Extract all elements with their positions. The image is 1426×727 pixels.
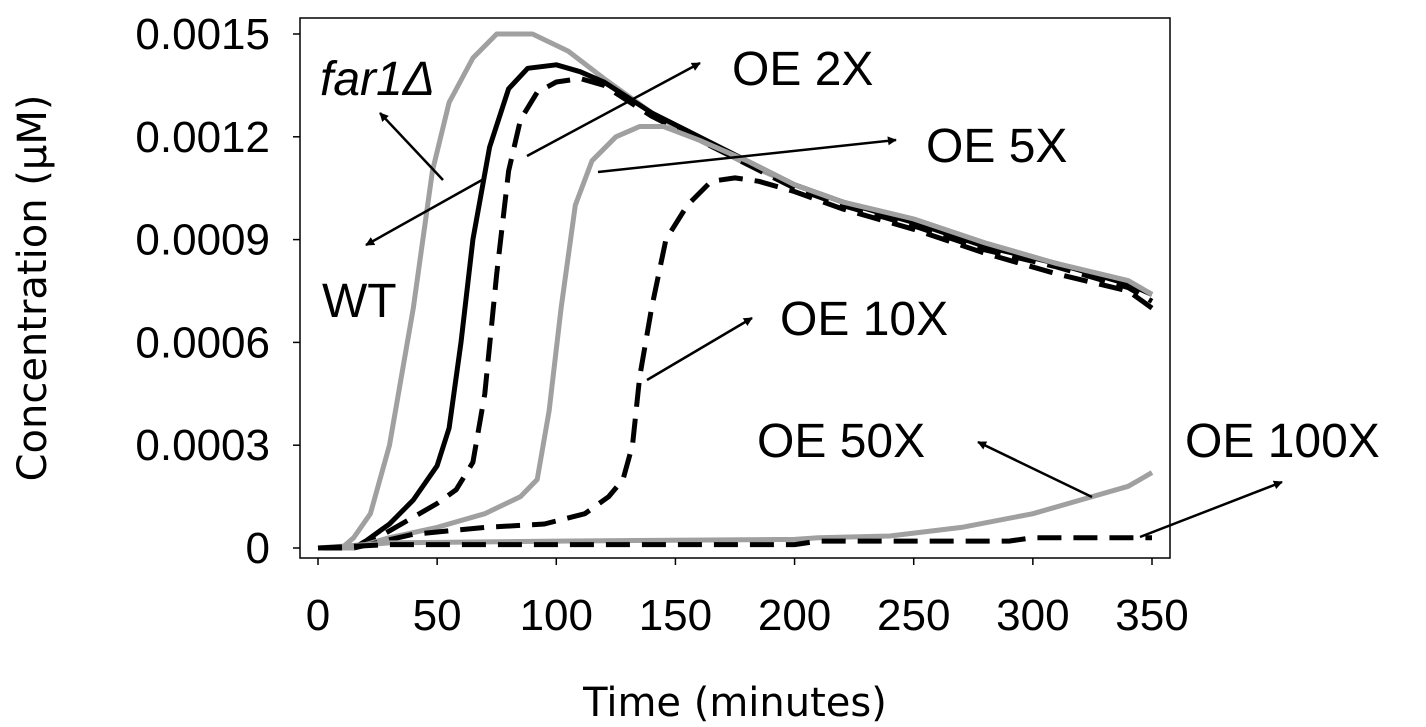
annotation-suffix: Δ bbox=[402, 53, 435, 106]
annotation-label: OE 100X bbox=[1185, 415, 1380, 468]
annotation-arrow bbox=[1139, 480, 1283, 539]
annotation-text: OE 50X bbox=[757, 415, 925, 468]
annotation-arrow bbox=[379, 112, 444, 181]
y-tick-label: 0.0009 bbox=[135, 216, 270, 265]
x-tick-label: 50 bbox=[413, 591, 462, 640]
annotation-label: WT bbox=[322, 275, 397, 328]
annotation-text: OE 5X bbox=[926, 120, 1067, 173]
x-tick-label: 0 bbox=[306, 591, 330, 640]
series-line-3 bbox=[318, 124, 1154, 551]
series-line-1 bbox=[318, 62, 1153, 551]
annotation-arrow bbox=[977, 440, 1093, 499]
y-tick-label: 0.0006 bbox=[135, 318, 270, 367]
x-axis-ticks: 0 50 100 150 200 250 300 350 bbox=[306, 558, 1189, 640]
x-tick-label: 350 bbox=[1115, 591, 1188, 640]
annotation-text: OE 100X bbox=[1185, 415, 1380, 468]
annotation-arrow bbox=[597, 136, 897, 174]
y-tick-label: 0.0012 bbox=[135, 113, 270, 162]
annotation-text: WT bbox=[322, 275, 397, 328]
y-tick-label: 0 bbox=[246, 524, 270, 573]
annotation-label: far1Δ bbox=[320, 53, 435, 106]
x-tick-label: 200 bbox=[758, 591, 831, 640]
annotation-text: far1 bbox=[320, 53, 403, 106]
y-tick-label: 0.0003 bbox=[135, 421, 270, 470]
annotation-text: OE 2X bbox=[732, 43, 873, 96]
series-layer bbox=[317, 31, 1154, 551]
y-tick-label: 0.0015 bbox=[135, 10, 270, 59]
annotation-arrow bbox=[365, 178, 483, 247]
x-tick-label: 250 bbox=[877, 591, 950, 640]
annotation-layer: far1Δ WT OE 2X OE 5X OE 10X OE 50X OE 100X bbox=[320, 43, 1380, 539]
x-tick-label: 300 bbox=[996, 591, 1069, 640]
x-axis-title: Time (minutes) bbox=[582, 680, 887, 726]
plot-area-frame bbox=[299, 17, 1171, 559]
y-axis-title: Concentration (μM) bbox=[10, 95, 56, 482]
series-line-5 bbox=[317, 470, 1154, 551]
annotation-label: OE 5X bbox=[926, 120, 1067, 173]
annotation-label: OE 50X bbox=[757, 415, 925, 468]
annotation-text: OE 10X bbox=[780, 293, 948, 346]
y-axis-ticks: 0 0.0003 0.0006 0.0009 0.0012 0.0015 bbox=[135, 10, 300, 573]
annotation-label: OE 10X bbox=[780, 293, 948, 346]
annotation-arrow bbox=[526, 61, 701, 158]
series-line-2 bbox=[318, 76, 1154, 551]
series-line-4 bbox=[318, 175, 1154, 551]
series-line-0 bbox=[318, 31, 1154, 551]
x-tick-label: 100 bbox=[520, 591, 593, 640]
annotation-arrow bbox=[646, 316, 753, 382]
annotation-label: OE 2X bbox=[732, 43, 873, 96]
x-tick-label: 150 bbox=[639, 591, 712, 640]
